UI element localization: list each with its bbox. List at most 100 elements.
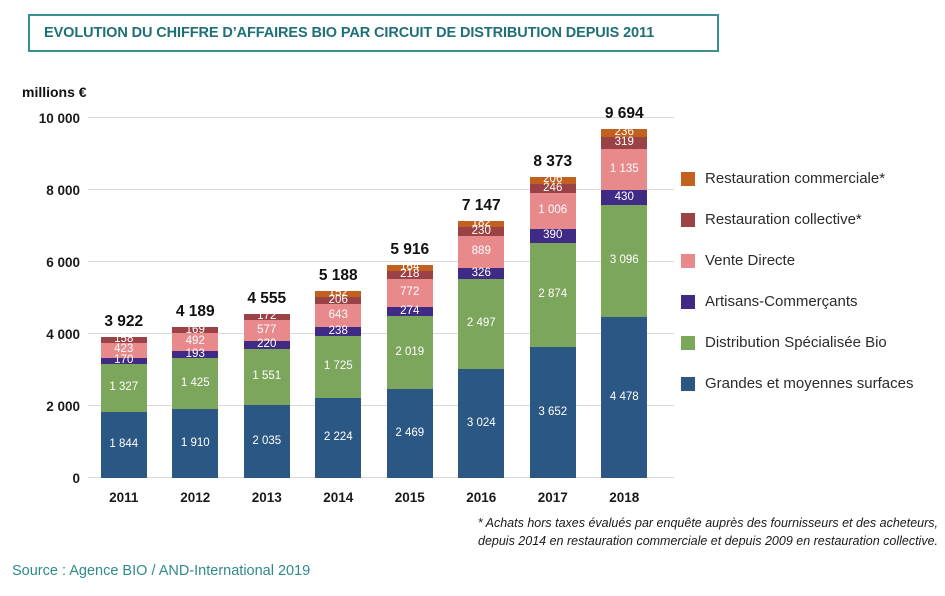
x-axis-label: 2015 [394, 490, 425, 505]
bar-segment: 1 551 [243, 348, 290, 405]
bar-segment: 390 [529, 229, 576, 243]
bar-segment-value: 274 [400, 304, 420, 317]
bar-segment: 170 [100, 354, 147, 367]
bar-column-2017: 3 652 2 874 390 1 006 246 206 8 373 2017 [529, 118, 576, 505]
legend-label: Distribution Spécialisée Bio [705, 334, 887, 351]
bar-segment-value: 326 [471, 266, 491, 279]
bar-segment: 2 019 [386, 316, 433, 390]
bar-segment: 2 224 [315, 397, 362, 478]
bar-segment: 230 [458, 225, 505, 236]
legend-swatch-icon [681, 335, 695, 350]
bar-segment: 430 [601, 189, 648, 206]
bar-segment: 772 [386, 278, 433, 307]
bar-column-2011: 1 844 1 327 170 423 158 3 922 2011 [100, 118, 147, 505]
bar-groups: 1 844 1 327 170 423 158 3 922 2011 1 910 1 425 19… [88, 105, 660, 505]
bar-segment: 193 [172, 347, 219, 360]
bar-column-2013: 2 035 1 551 220 577 172 4 555 2013 [243, 118, 290, 505]
legend-swatch-icon [681, 253, 695, 268]
bar-segment-value: 1 425 [180, 376, 210, 389]
legend-item: Distribution Spécialisée Bio [681, 334, 939, 351]
bar-segment-value: 2 874 [538, 288, 568, 300]
bar-segment: 206 [529, 173, 576, 186]
bar-segment-value: 1 006 [538, 204, 568, 217]
bar-segment: 2 874 [529, 243, 576, 347]
bar-segment-value: 170 [114, 354, 134, 367]
bar-segment-value: 1 327 [109, 380, 139, 393]
legend-label: Restauration commerciale* [705, 170, 886, 187]
bar-segment-value: 772 [400, 285, 420, 298]
bar-total-label: 3 922 [104, 312, 144, 330]
bar-column-2016: 3 024 2 497 326 889 230 182 7 147 2016 [458, 118, 505, 505]
bar-segment: 2 469 [386, 389, 433, 478]
bar-segment-value: 1 135 [609, 162, 639, 175]
bar-segment: 152 [315, 287, 362, 300]
bar-total-label: 5 916 [390, 241, 430, 259]
bar-segment-value: 492 [185, 335, 205, 348]
y-axis-tick-label: 8 000 [46, 183, 80, 198]
bar-segment-value: 1 844 [109, 438, 139, 451]
bar-segment: 492 [172, 333, 219, 352]
bar-segment-value: 193 [185, 347, 205, 360]
y-axis-tick-label: 4 000 [46, 327, 80, 342]
legend-swatch-icon [681, 376, 695, 391]
x-axis-label: 2011 [109, 490, 139, 505]
bar-segment: 1 327 [100, 363, 147, 412]
bar-segment: 3 652 [529, 346, 576, 478]
y-axis-tick-labels: 0 2 000 4 000 6 000 8 000 10 000 [6, 111, 80, 486]
legend-label: Vente Directe [705, 252, 796, 269]
bar-segment: 238 [315, 324, 362, 337]
bar-segment-value: 2 224 [323, 431, 353, 444]
bar-segment: 3 096 [601, 205, 648, 317]
chart-title-box: EVOLUTION DU CHIFFRE D’AFFAIRES BIO PAR … [28, 14, 719, 52]
bar-segment-value: 152 [328, 287, 348, 300]
legend-label: Grandes et moyennes surfaces [705, 375, 914, 392]
bar-segment-value: 2 497 [466, 317, 496, 330]
bar-segment-value: 220 [257, 338, 277, 351]
bar-segment: 182 [458, 218, 505, 229]
bar-segment-value: 206 [543, 173, 563, 186]
bar-segment: 246 [529, 182, 576, 193]
gridline [88, 261, 674, 262]
bar-stack: 4 478 3 096 430 1 135 319 236 [601, 127, 648, 478]
bar-segment: 1 844 [100, 411, 147, 478]
y-axis-tick-label: 0 [72, 471, 80, 486]
bar-segment: 4 478 [601, 316, 648, 478]
y-axis-tick-label: 10 000 [38, 111, 80, 126]
bar-segment-value: 430 [614, 190, 634, 203]
bar-segment-value: 1 910 [180, 436, 210, 449]
bar-segment-value: 158 [114, 332, 134, 345]
bar-column-2015: 2 469 2 019 274 772 218 164 5 916 2015 [386, 118, 433, 505]
legend-swatch-icon [681, 212, 695, 227]
bar-segment-value: 390 [543, 229, 563, 242]
legend-item: Restauration collective* [681, 211, 939, 228]
bar-segment: 2 035 [243, 404, 290, 478]
bar-segment-value: 206 [328, 293, 348, 306]
bar-segment: 236 [601, 127, 648, 138]
bar-segment-value: 4 478 [609, 390, 639, 403]
chart-title: EVOLUTION DU CHIFFRE D’AFFAIRES BIO PAR … [44, 25, 655, 41]
bar-segment-value: 164 [400, 261, 420, 274]
bar-segment-value: 169 [185, 323, 205, 336]
gridline [88, 477, 674, 478]
bar-stack: 3 024 2 497 326 889 230 182 [458, 218, 505, 478]
bar-segment-value: 238 [328, 324, 348, 337]
bar-total-label: 7 147 [461, 196, 501, 214]
bar-column-2018: 4 478 3 096 430 1 135 319 236 9 694 2018 [601, 105, 648, 505]
bar-segment: 1 910 [172, 409, 219, 478]
bar-total-label: 4 555 [247, 290, 287, 308]
bar-column-2012: 1 910 1 425 193 492 169 4 189 2012 [172, 118, 219, 505]
legend-swatch-icon [681, 171, 695, 186]
bar-segment-value: 319 [614, 136, 634, 149]
bar-segment-value: 1 551 [252, 370, 282, 383]
bar-segment: 643 [315, 304, 362, 328]
y-axis-tick-label: 6 000 [46, 255, 80, 270]
bar-segment-value: 172 [257, 310, 277, 323]
bar-total-label: 9 694 [604, 105, 644, 123]
legend: Restauration commerciale* Restauration co… [681, 170, 939, 392]
bar-segment: 319 [601, 136, 648, 149]
x-axis-label: 2013 [251, 490, 282, 505]
x-axis-label: 2018 [609, 490, 640, 505]
gridline [88, 405, 674, 406]
bar-segment: 423 [100, 342, 147, 358]
